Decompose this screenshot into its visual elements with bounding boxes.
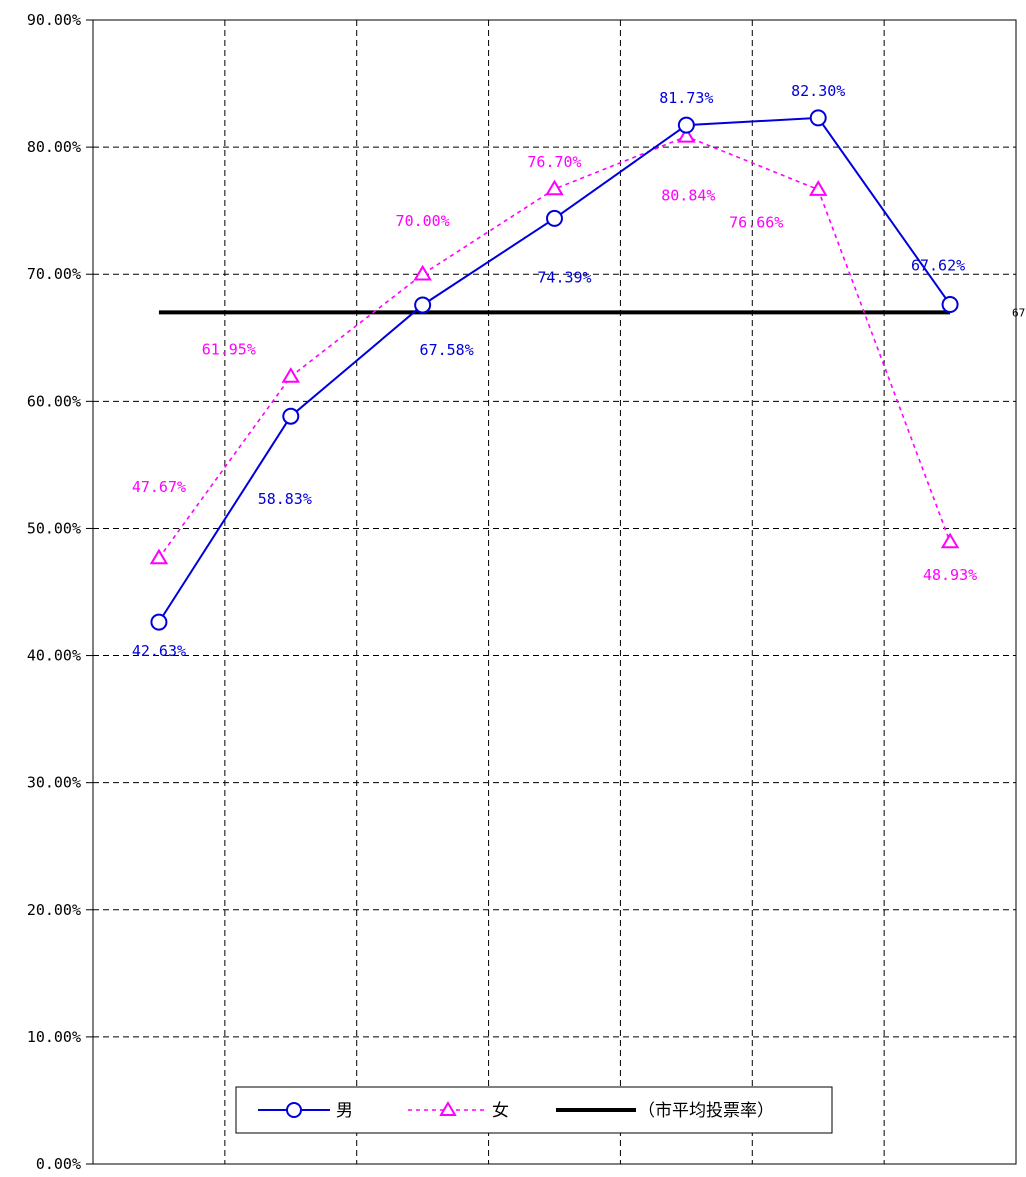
women-marker-triangle xyxy=(677,126,696,143)
women-marker-triangle xyxy=(545,179,564,196)
women-data-label: 76.70% xyxy=(527,153,581,171)
data-labels: 67.00% 42.63% 58.83% 67.58% 74.39% 81.73% 82.3… xyxy=(132,82,1026,660)
grid xyxy=(93,20,1016,1164)
men-data-label: 67.62% xyxy=(911,256,965,274)
women-marker-triangle xyxy=(808,180,828,196)
women-data-label: 48.93% xyxy=(923,566,977,584)
men-data-label: 81.73% xyxy=(659,89,713,107)
legend-women-label: 女 xyxy=(492,1101,509,1121)
men-marker-circle xyxy=(150,613,168,631)
women-marker-triangle xyxy=(149,548,169,565)
y-tick-label: 80.00% xyxy=(27,138,81,156)
average-label: 67.00% xyxy=(1012,306,1026,319)
men-marker-circle xyxy=(809,109,827,127)
plot-area xyxy=(92,19,1017,1165)
men-data-label: 67.58% xyxy=(420,341,474,359)
y-axis: 0.00% 10.00% 20.00% 30.00% 40.00% 50.00% 60.00… xyxy=(27,11,93,1173)
legend-women-marker xyxy=(439,1101,457,1116)
women-data-label: 70.00% xyxy=(396,212,450,230)
y-tick-label: 60.00% xyxy=(27,392,81,410)
y-tick-label: 10.00% xyxy=(27,1028,81,1046)
y-tick-label: 20.00% xyxy=(27,901,81,919)
men-marker-circle xyxy=(941,295,959,313)
women-marker-triangle xyxy=(281,367,301,383)
men-data-label: 82.30% xyxy=(791,82,845,100)
legend: 男 女 （市平均投票率） xyxy=(235,1086,833,1134)
men-marker-circle xyxy=(414,296,432,314)
men-marker-circle xyxy=(677,116,695,134)
men-marker-circle xyxy=(546,209,563,227)
legend-men-marker xyxy=(286,1102,302,1118)
y-tick-label: 30.00% xyxy=(27,774,81,792)
women-data-label: 47.67% xyxy=(132,478,186,496)
men-marker-circle xyxy=(282,407,300,425)
plot-border xyxy=(92,19,1017,1165)
series-layer xyxy=(149,109,960,631)
legend-average-label: （市平均投票率） xyxy=(638,1101,774,1121)
y-tick-label: 90.00% xyxy=(27,11,81,29)
y-tick-label: 50.00% xyxy=(27,519,81,537)
men-data-label: 74.39% xyxy=(537,268,591,286)
legend-box xyxy=(235,1086,833,1134)
women-data-label: 80.84% xyxy=(661,186,715,204)
y-tick-label: 0.00% xyxy=(36,1155,81,1173)
legend-men-label: 男 xyxy=(336,1101,353,1121)
women-data-label: 76.66% xyxy=(729,214,783,232)
women-marker-triangle xyxy=(940,532,960,549)
y-tick-label: 70.00% xyxy=(27,265,81,283)
y-tick-label: 40.00% xyxy=(27,647,81,665)
men-data-label: 42.63% xyxy=(132,642,186,660)
women-data-label: 61.95% xyxy=(202,341,256,359)
women-marker-triangle xyxy=(413,264,432,281)
men-data-label: 58.83% xyxy=(258,490,312,508)
